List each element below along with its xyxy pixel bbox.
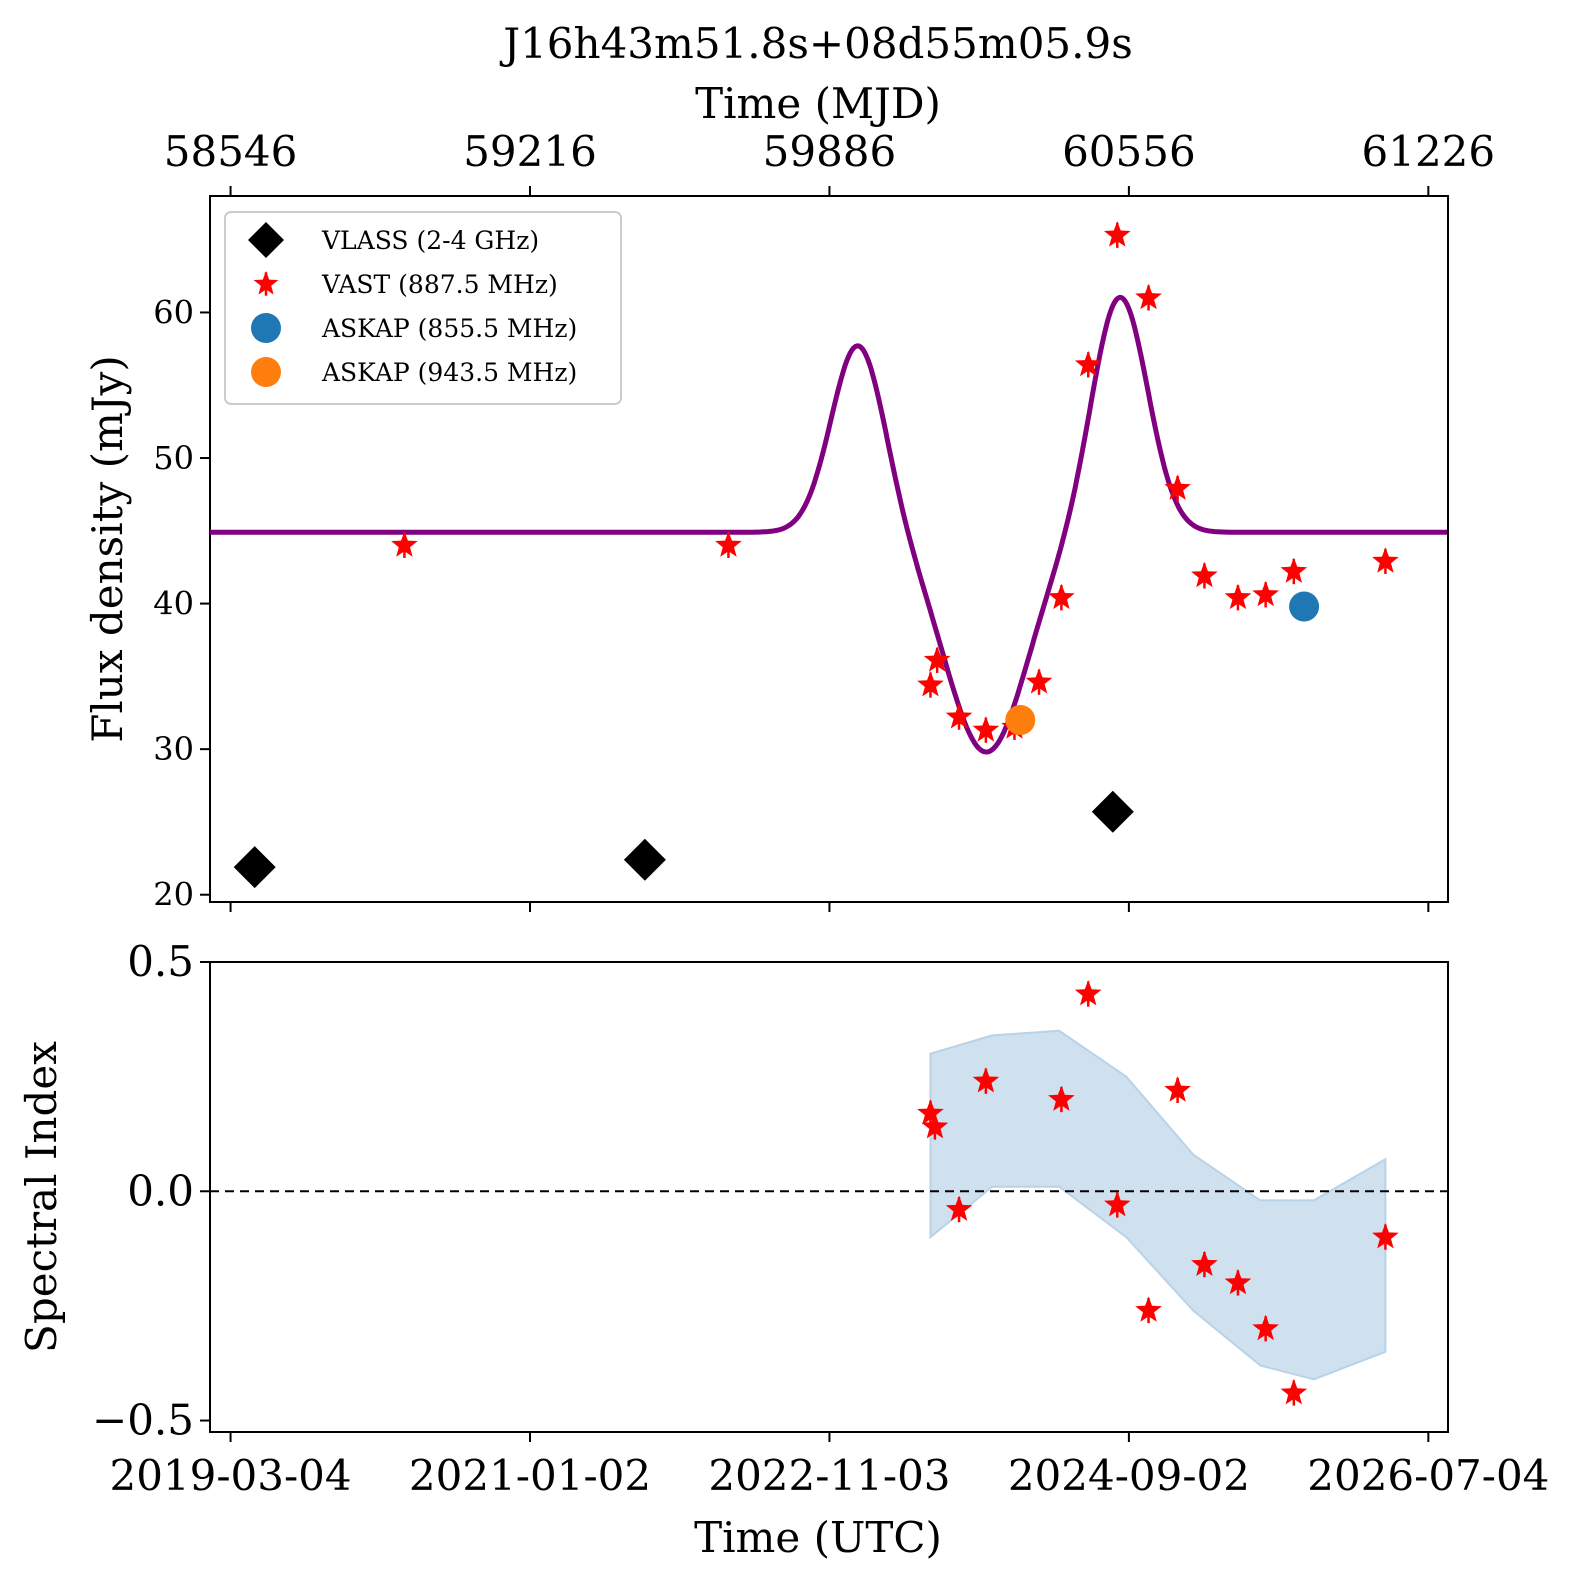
spectral-marks (917, 980, 1399, 1406)
flux-ytick-label: 60 (153, 293, 194, 331)
legend-label: ASKAP (855.5 MHz) (321, 314, 577, 343)
legend-label: VAST (887.5 MHz) (321, 270, 558, 299)
spectral-ytick-label: −0.5 (92, 1396, 194, 1445)
legend-marker (248, 222, 284, 258)
top-xtick-label: 59886 (763, 127, 897, 176)
vast-point (1104, 221, 1131, 247)
top-xtick-label: 60556 (1062, 127, 1196, 176)
vast-point (972, 716, 1000, 742)
spectral-index-point (1224, 1269, 1252, 1295)
spectral-index-point (921, 1113, 949, 1139)
bottom-xtick-label: 2019-03-04 (109, 1451, 351, 1500)
vlass-point (233, 846, 276, 889)
spectral-index-point (1191, 1250, 1218, 1276)
vast-point (1048, 583, 1075, 610)
flux-ticks: 58546 59216 59886 60556 61226 20 30 40 50 60 (153, 127, 1495, 914)
flux-ytick-label: 30 (153, 730, 194, 768)
spectral-index-point (1252, 1314, 1279, 1341)
top-xtick-label: 58546 (164, 127, 298, 176)
vast-point (1372, 547, 1399, 573)
legend-label: VLASS (2-4 GHz) (321, 226, 539, 255)
legend-marker (251, 357, 281, 387)
legend-marker (251, 313, 281, 343)
askap-943-point (1005, 705, 1036, 736)
legend-marker (253, 271, 279, 295)
flux-ytick-label: 50 (153, 439, 194, 477)
spectral-index-point (1104, 1191, 1131, 1217)
spectral-index-point (972, 1067, 1000, 1093)
vast-point (917, 671, 944, 697)
vast-point (1280, 557, 1308, 583)
spectral-index-panel: 2019-03-04 2021-01-02 2022-11-03 2024-09-02… (17, 937, 1549, 1562)
vast-point (945, 703, 973, 729)
vast-point (923, 646, 951, 672)
bottom-xtick-label: 2026-07-04 (1307, 1451, 1549, 1500)
legend: VLASS (2-4 GHz) VAST (887.5 MHz) ASKAP (85… (224, 211, 622, 405)
spectral-index-point (1164, 1076, 1191, 1102)
bottom-xaxis-title: Time (UTC) (694, 1513, 942, 1562)
confidence-band-group (929, 1029, 1387, 1381)
spectral-ytick-label: 0.5 (127, 937, 194, 986)
flux-marks (233, 221, 1399, 889)
spectral-index-point (1048, 1085, 1075, 1111)
flux-ytick-label: 40 (153, 585, 194, 623)
vlass-point (623, 838, 666, 881)
spectral-index-point (1074, 980, 1102, 1006)
legend-box (224, 211, 622, 405)
vast-point (1025, 668, 1053, 694)
vast-point (1135, 283, 1162, 310)
confidence-band (929, 1029, 1387, 1381)
legend-items: VLASS (2-4 GHz) VAST (887.5 MHz) ASKAP (85… (248, 222, 577, 387)
model-curve (210, 294, 1448, 755)
flux-panel: 58546 59216 59886 60556 61226 20 30 40 50 60 Flux… (83, 127, 1495, 914)
vast-point (715, 531, 742, 557)
vast-point (391, 531, 418, 557)
bottom-xtick-label: 2024-09-02 (1008, 1451, 1250, 1500)
bottom-xtick-label: 2021-01-02 (409, 1451, 651, 1500)
top-xaxis-title: Time (MJD) (695, 79, 941, 128)
spectral-yaxis-title: Spectral Index (17, 1041, 66, 1353)
spectral-index-point (1280, 1379, 1308, 1405)
vlass-point (1091, 790, 1134, 833)
vast-point (1252, 580, 1279, 607)
spectral-index-point (945, 1195, 973, 1221)
chart-title: J16h43m51.8s+08d55m05.9s (499, 19, 1133, 68)
spectral-ticks: 2019-03-04 2021-01-02 2022-11-03 2024-09-02… (92, 937, 1549, 1500)
askap-855-point (1289, 591, 1320, 622)
legend-label: ASKAP (943.5 MHz) (321, 358, 577, 387)
spectral-index-point (917, 1099, 944, 1125)
spectral-index-point (1135, 1296, 1162, 1322)
top-xtick-label: 59216 (463, 127, 597, 176)
vast-point (1224, 583, 1252, 610)
top-xtick-label: 61226 (1362, 127, 1496, 176)
bottom-xtick-label: 2022-11-03 (708, 1451, 950, 1500)
flux-yaxis-title: Flux density (mJy) (83, 355, 132, 743)
vast-point (1191, 561, 1218, 588)
vast-point (1164, 474, 1191, 500)
vast-point (1074, 350, 1102, 377)
spectral-ytick-label: 0.0 (127, 1166, 194, 1215)
spectral-index-point (1372, 1223, 1399, 1249)
model-curve-group (210, 294, 1448, 755)
flux-ytick-label: 20 (153, 876, 194, 914)
